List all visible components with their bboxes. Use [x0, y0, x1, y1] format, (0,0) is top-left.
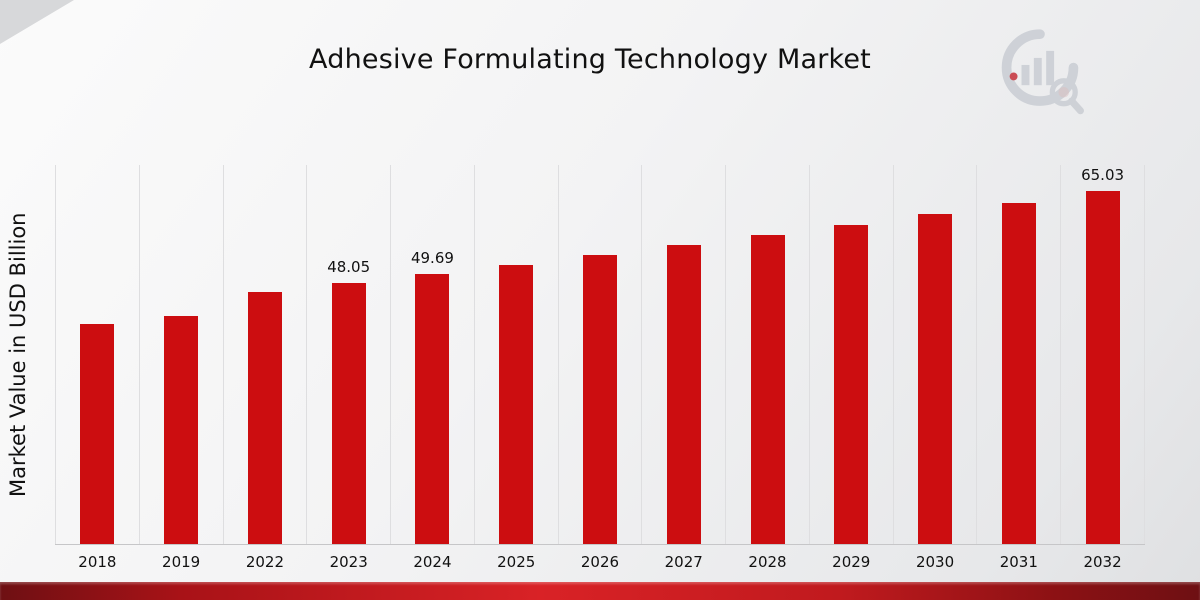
- x-tick-label-2031: 2031: [999, 553, 1038, 571]
- bar-value-label-2024: 49.69: [410, 249, 454, 267]
- bar-2027: [666, 245, 701, 544]
- bar-cell-2025: 2025: [473, 165, 558, 571]
- x-tick-label-2019: 2019: [162, 553, 201, 571]
- x-tick-label-2025: 2025: [497, 553, 536, 571]
- x-tick-label-2032: 2032: [1083, 553, 1122, 571]
- bottom-accent-bar: [0, 582, 1200, 600]
- bar-value-label-2032: 65.03: [1081, 166, 1125, 184]
- x-tick-label-2024: 2024: [413, 553, 452, 571]
- bar-2029: [834, 225, 869, 544]
- x-tick-label-2018: 2018: [78, 553, 117, 571]
- x-tick-label-2026: 2026: [580, 553, 620, 571]
- bar-2019: [164, 316, 199, 544]
- bar-chart-plot-area: 2018 2019 2022 48.05 2023 49.69 2024 2025 2026 20…: [55, 165, 1145, 571]
- logo-graphic: [1001, 29, 1084, 115]
- corner-decoration: [0, 0, 74, 44]
- bar-cell-2030: 2030: [892, 165, 977, 571]
- company-logo-icon: [992, 28, 1088, 116]
- bar-2023: [331, 283, 366, 544]
- x-tick-label-2022: 2022: [245, 553, 284, 571]
- x-tick-label-2029: 2029: [832, 553, 871, 571]
- bar-2024: [415, 274, 450, 544]
- x-tick-label-2027: 2027: [664, 553, 703, 571]
- bar-2030: [918, 214, 953, 544]
- bar-cell-2024: 49.69 2024: [390, 165, 474, 571]
- bar-2032: [1085, 191, 1120, 544]
- bar-2026: [582, 255, 617, 544]
- bar-cell-2032: 65.03 2032: [1060, 165, 1145, 571]
- bar-cell-2029: 2029: [808, 165, 893, 571]
- x-tick-label-2028: 2028: [748, 553, 787, 571]
- y-axis-label: Market Value in USD Billion: [6, 212, 30, 498]
- bar-cell-2026: 2026: [557, 165, 642, 571]
- bar-cell-2018: 2018: [55, 165, 139, 571]
- bar-cell-2023: 48.05 2023: [306, 165, 390, 571]
- chart-title: Adhesive Formulating Technology Market: [309, 44, 871, 75]
- x-tick-label-2030: 2030: [915, 553, 955, 571]
- bar-2028: [750, 235, 785, 544]
- bar-value-label-2023: 48.05: [327, 258, 371, 276]
- bar-cell-2028: 2028: [725, 165, 809, 571]
- bar-2018: [80, 324, 115, 544]
- bar-2022: [247, 292, 282, 544]
- x-tick-label-2023: 2023: [329, 553, 368, 571]
- bar-2031: [1001, 203, 1036, 544]
- bar-cell-2027: 2027: [641, 165, 725, 571]
- bar-cell-2019: 2019: [138, 165, 223, 571]
- bar-cell-2022: 2022: [222, 165, 307, 571]
- bar-cell-2031: 2031: [976, 165, 1060, 571]
- bar-2025: [499, 265, 534, 544]
